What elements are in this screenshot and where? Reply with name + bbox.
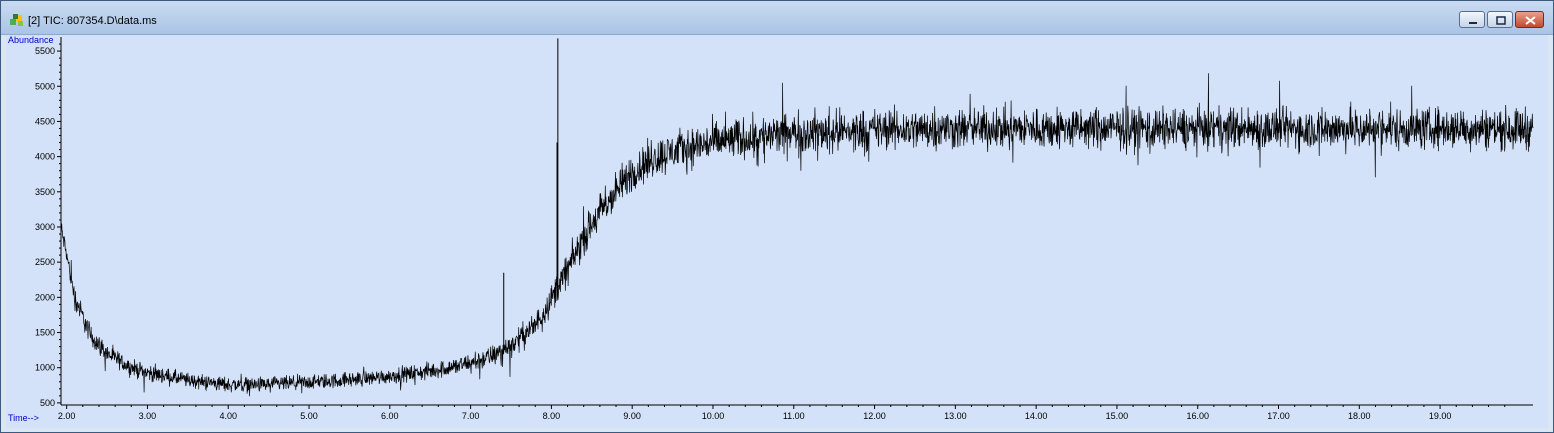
close-icon xyxy=(1525,16,1536,25)
maximize-button[interactable] xyxy=(1487,11,1513,28)
x-tick-label: 8.00 xyxy=(543,411,561,421)
x-tick-label: 12.00 xyxy=(863,411,886,421)
x-axis-label: Time--> xyxy=(8,413,39,423)
close-button[interactable] xyxy=(1515,11,1544,28)
x-tick-label: 9.00 xyxy=(623,411,641,421)
y-tick-label: 5500 xyxy=(35,46,55,56)
x-tick-label: 2.00 xyxy=(58,411,76,421)
minimize-icon xyxy=(1469,22,1477,24)
y-tick-label: 4500 xyxy=(35,116,55,126)
y-tick-label: 1000 xyxy=(35,363,55,373)
x-tick-label: 19.00 xyxy=(1429,411,1452,421)
maximize-icon xyxy=(1496,16,1506,25)
x-tick-label: 17.00 xyxy=(1267,411,1290,421)
x-tick-label: 5.00 xyxy=(300,411,318,421)
chromatogram-plot: Abundance Time--> 500 1000 1500 2000 2500 300… xyxy=(6,35,1548,428)
window-title: [2] TIC: 807354.D\data.ms xyxy=(28,15,157,27)
x-tick-label: 15.00 xyxy=(1106,411,1129,421)
y-tick-label: 5000 xyxy=(35,81,55,91)
x-tick-label: 3.00 xyxy=(139,411,157,421)
y-axis-label: Abundance xyxy=(8,35,54,45)
x-tick-label: 18.00 xyxy=(1348,411,1371,421)
axes: 500 1000 1500 2000 2500 3000 3500 4000 4500 5000 5… xyxy=(35,37,1533,421)
x-tick-label: 16.00 xyxy=(1186,411,1209,421)
x-tick-label: 6.00 xyxy=(381,411,399,421)
minimize-button[interactable] xyxy=(1459,11,1485,28)
x-tick-label: 7.00 xyxy=(462,411,480,421)
y-tick-label: 3000 xyxy=(35,222,55,232)
title-bar[interactable]: [2] TIC: 807354.D\data.ms xyxy=(1,1,1553,35)
y-tick-label: 2000 xyxy=(35,292,55,302)
y-tick-label: 500 xyxy=(40,398,55,408)
x-tick-label: 14.00 xyxy=(1025,411,1048,421)
x-tick-label: 10.00 xyxy=(702,411,725,421)
spikes xyxy=(503,38,559,350)
tic-trace xyxy=(60,73,1534,397)
y-tick-label: 1500 xyxy=(35,328,55,338)
plot-background xyxy=(6,35,1548,428)
y-tick-label: 4000 xyxy=(35,152,55,162)
x-tick-label: 4.00 xyxy=(219,411,237,421)
app-icon xyxy=(10,14,23,26)
x-tick-label: 11.00 xyxy=(783,411,805,421)
y-tick-label: 3500 xyxy=(35,187,55,197)
y-tick-label: 2500 xyxy=(35,257,55,267)
x-tick-label: 13.00 xyxy=(944,411,967,421)
